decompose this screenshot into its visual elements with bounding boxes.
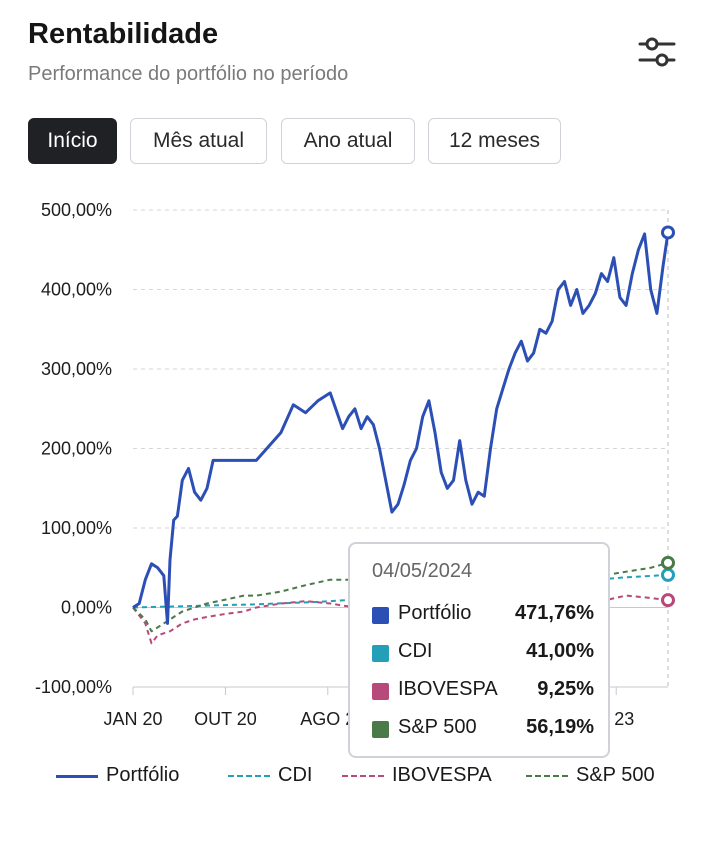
x-tick-label: AGO 2 xyxy=(300,709,355,729)
tooltip-series-value: 471,76% xyxy=(515,602,594,624)
legend-line-icon xyxy=(56,775,98,778)
y-tick-label: -100,00% xyxy=(35,677,112,697)
tooltip-swatch xyxy=(372,607,389,624)
tooltip-series-name: Portfólio xyxy=(398,602,472,624)
tooltip-row: CDI 41,00% xyxy=(372,638,594,668)
tooltip-date: 04/05/2024 xyxy=(372,560,473,582)
tab-ano-atual[interactable]: Ano atual xyxy=(281,118,415,164)
chart-legend: Portfólio CDI IBOVESPA S&P 500 xyxy=(56,762,696,792)
legend-label: Portfólio xyxy=(106,764,180,786)
page-subtitle: Performance do portfólio no período xyxy=(28,63,349,85)
tooltip-series-value: 9,25% xyxy=(537,678,594,700)
tab-12-meses[interactable]: 12 meses xyxy=(428,118,561,164)
series-endpoint-ibovespa xyxy=(661,593,675,608)
tab-inicio[interactable]: Início xyxy=(28,118,117,164)
series-endpoint-cdi xyxy=(661,567,675,582)
y-tick-label: 0,00% xyxy=(61,598,112,618)
tab-mes-atual[interactable]: Mês atual xyxy=(130,118,267,164)
legend-label: IBOVESPA xyxy=(392,764,492,786)
y-tick-label: 300,00% xyxy=(41,359,112,379)
tooltip-series-value: 56,19% xyxy=(526,716,594,738)
page-title: Rentabilidade xyxy=(28,18,219,50)
legend-label: S&P 500 xyxy=(576,764,655,786)
series-line-portf-lio xyxy=(132,232,670,625)
series-endpoint-portf-lio xyxy=(661,225,675,240)
y-tick-label: 200,00% xyxy=(41,439,112,459)
y-tick-label: 500,00% xyxy=(41,200,112,220)
tooltip-swatch xyxy=(372,645,389,662)
legend-line-icon xyxy=(342,775,384,777)
tooltip-series-value: 41,00% xyxy=(526,640,594,662)
x-tick-label: JAN 20 xyxy=(103,709,162,729)
tooltip-series-name: IBOVESPA xyxy=(398,678,498,700)
chart-tooltip: 04/05/2024 Portfólio 471,76% CDI 41,00% … xyxy=(348,542,610,758)
tooltip-series-name: CDI xyxy=(398,640,433,662)
y-tick-label: 400,00% xyxy=(41,280,112,300)
legend-line-icon xyxy=(526,775,568,777)
tooltip-row: IBOVESPA 9,25% xyxy=(372,676,594,706)
series-endpoint-s-p-500 xyxy=(661,555,675,570)
legend-line-icon xyxy=(228,775,270,777)
sliders-icon[interactable] xyxy=(634,32,680,72)
tooltip-swatch xyxy=(372,683,389,700)
x-tick-label: OUT 20 xyxy=(194,709,257,729)
tooltip-series-name: S&P 500 xyxy=(398,716,477,738)
tooltip-swatch xyxy=(372,721,389,738)
y-tick-label: 100,00% xyxy=(41,518,112,538)
tooltip-row: S&P 500 56,19% xyxy=(372,714,594,744)
legend-label: CDI xyxy=(278,764,313,786)
tooltip-row: Portfólio 471,76% xyxy=(372,600,594,630)
